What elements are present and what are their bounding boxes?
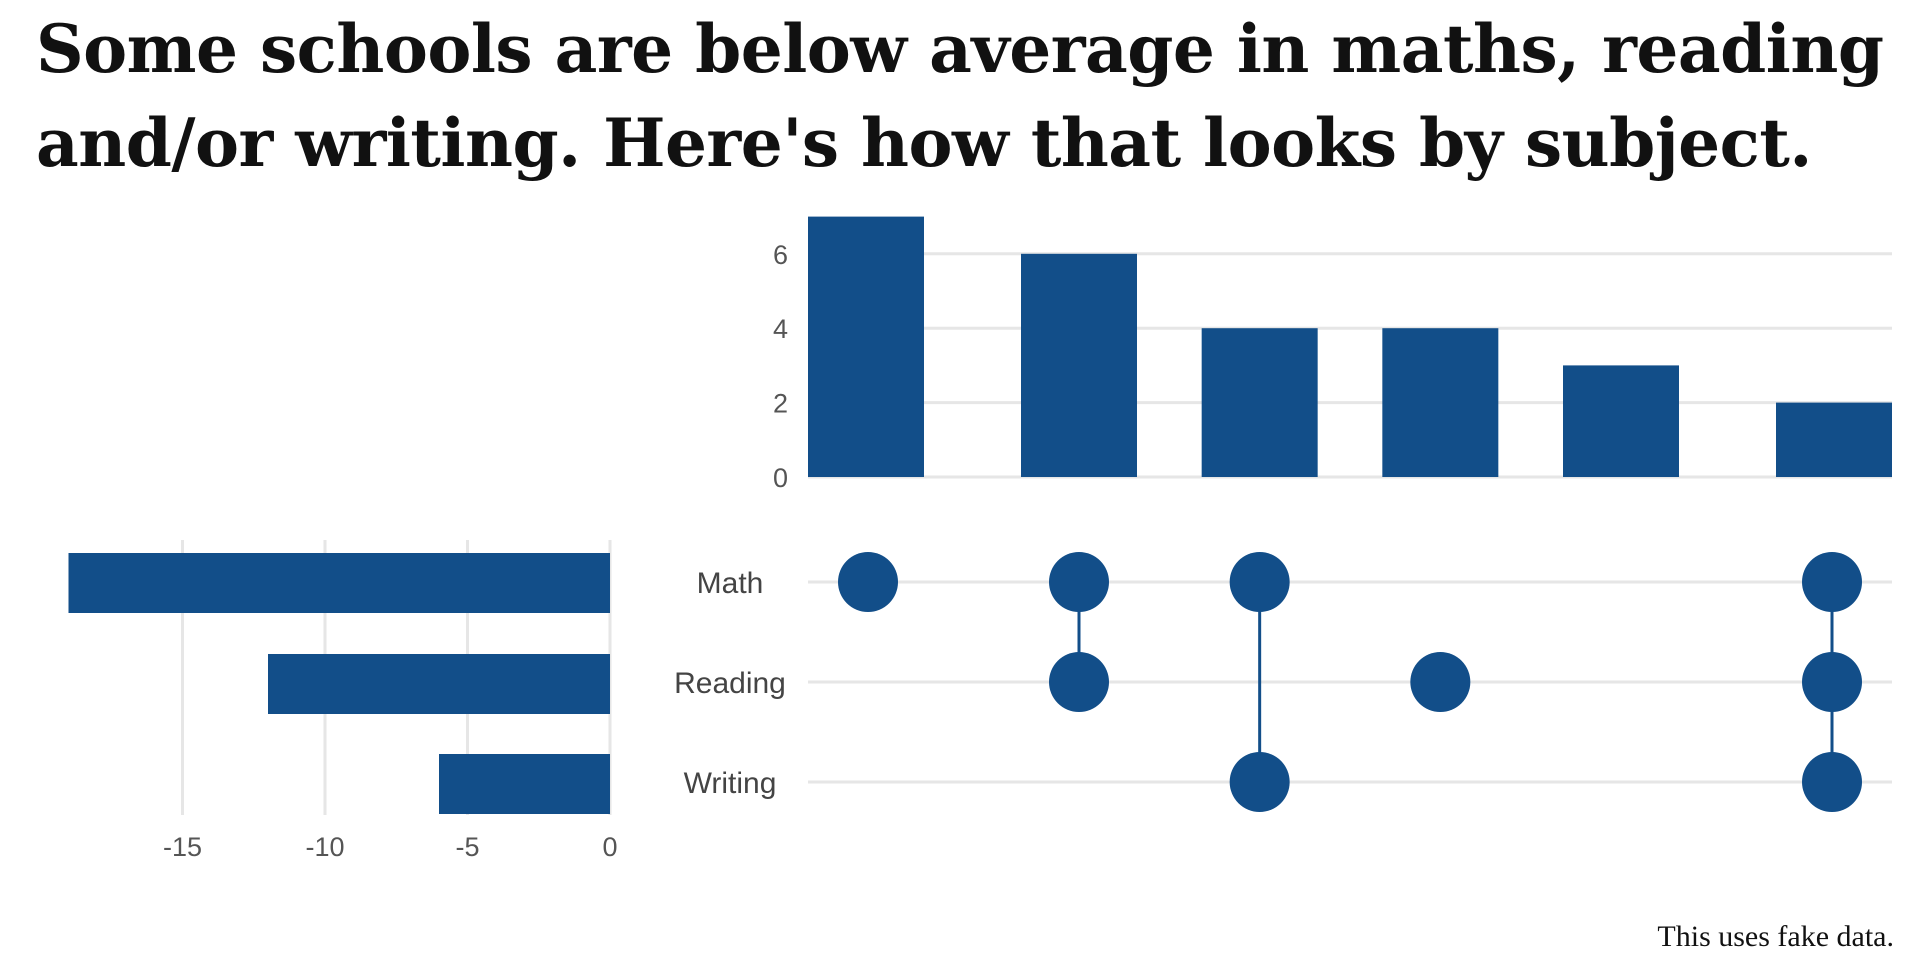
- matrix-dot: [838, 552, 898, 612]
- matrix-dot: [1049, 652, 1109, 712]
- matrix-dot: [1410, 652, 1471, 712]
- set-size-bars: [68, 553, 610, 814]
- set-label: Math: [697, 567, 764, 600]
- intersection-bar: [808, 216, 924, 477]
- intersection-bar: [1563, 365, 1679, 477]
- set-label: Reading: [674, 667, 786, 700]
- caption: This uses fake data.: [1657, 920, 1894, 953]
- matrix-dot: [1802, 552, 1862, 612]
- x-tick-label: -10: [305, 832, 344, 862]
- chart-title: Some schools are below average in maths,…: [36, 10, 1884, 182]
- matrix-dot: [1229, 752, 1290, 812]
- intersection-bar: [1201, 328, 1318, 477]
- set-size-bar: [439, 754, 610, 814]
- intersection-bars: [808, 216, 1892, 477]
- intersection-bar: [1382, 328, 1499, 477]
- grid-layer: [181, 252, 1892, 815]
- set-label: Writing: [684, 767, 777, 800]
- x-tick-label: -5: [455, 832, 479, 862]
- x-tick-label: 0: [602, 832, 617, 862]
- y-tick-label: 2: [773, 389, 788, 419]
- matrix-dot: [1229, 552, 1290, 612]
- intersection-matrix: [838, 552, 1862, 812]
- intersection-bar: [1021, 253, 1137, 477]
- set-size-bar: [68, 553, 610, 613]
- intersection-bar: [1776, 402, 1892, 477]
- matrix-dot: [1802, 752, 1862, 812]
- y-tick-label: 6: [773, 240, 788, 270]
- matrix-dot: [1049, 552, 1109, 612]
- set-size-bar: [268, 654, 610, 714]
- y-tick-label: 4: [773, 314, 788, 344]
- matrix-dot: [1802, 652, 1862, 712]
- axis-labels: 0 2 4 6 Math Reading Writing -15 -10 -5 0: [163, 240, 788, 862]
- x-tick-label: -15: [163, 832, 202, 862]
- y-tick-label: 0: [773, 463, 788, 493]
